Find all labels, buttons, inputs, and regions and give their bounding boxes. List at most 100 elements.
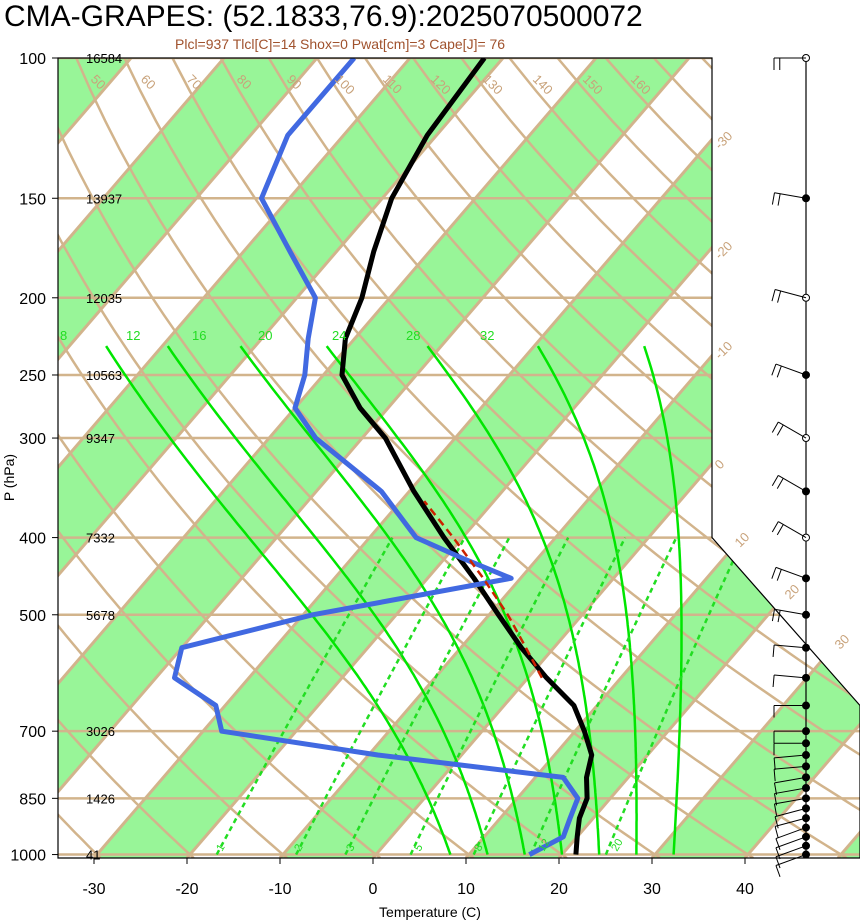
wind-barb-flag [771,421,779,433]
wind-barb-flag [771,521,779,533]
dry-adiabat [171,58,860,858]
temperature-tick-label: 40 [736,881,754,898]
height-label: 9347 [86,431,115,446]
wind-barb-flag [775,847,781,860]
height-label: 12035 [86,291,122,306]
height-label: 10563 [86,368,122,383]
wind-barb-flag [776,424,784,436]
dry-adiabat-label: -30 [712,128,736,152]
dry-adiabat-label: 100 [332,72,358,98]
wind-barb-shaft [778,421,807,439]
mixing-ratio-line [472,537,627,856]
dry-adiabat [58,58,568,858]
wind-barb-shaft [774,776,807,784]
moist-adiabat [239,345,527,855]
isotherm-line [557,58,860,858]
height-label: 1426 [86,791,115,806]
temperature-tick-label: -20 [175,881,198,898]
wind-barb-flag [774,816,779,829]
height-label: 13937 [86,191,122,206]
mixing-ratio-line [604,537,745,856]
mixing-ratio-label: 8 [472,842,485,853]
pressure-tick-label: 300 [19,431,46,448]
dry-adiabat-label: 140 [530,72,556,98]
dry-adiabat-label: -20 [712,238,736,262]
moist-adiabat [426,345,601,855]
wind-barb-flag [777,193,781,206]
dry-adiabat [58,58,288,858]
wind-barb-flag [774,826,779,839]
mixing-ratio-label: 20 [609,837,626,854]
wind-barb-flag [776,569,782,581]
dry-adiabat [219,58,860,858]
dry-adiabat [267,58,860,858]
isotherm-line [58,58,226,858]
pressure-tick-label: 100 [19,51,46,68]
wind-barb-flag [771,609,775,622]
pressure-tick-label: 700 [19,724,46,741]
wind-barb-shaft [774,754,807,759]
wind-barb-shaft [774,644,807,649]
temperature-tick-label: 20 [550,881,568,898]
mixing-ratio-label: 2 [292,842,305,853]
wind-barb-flag [772,644,775,657]
dry-adiabat-label: 20 [782,581,803,602]
mixing-ratio-line [215,536,394,856]
mixing-ratio-line [294,536,466,856]
dry-adiabat [58,58,195,858]
temperature-tick-label: 0 [369,881,378,898]
isotherm-line [58,58,505,858]
temperature-profile [339,58,595,855]
wind-barb-flag [771,475,779,487]
isotherm-band [58,58,503,858]
pressure-tick-label: 1000 [10,848,46,865]
moist-adiabat-label: 8 [60,328,67,343]
isotherm-line [92,58,784,858]
moist-adiabat [643,345,683,855]
wind-barb-flag [771,363,777,376]
wind-barb-shaft [775,836,807,849]
wind-barb-flag [773,793,778,806]
moist-adiabat [105,345,452,855]
pressure-tick-label: 400 [19,531,46,548]
wind-barb-shaft [774,807,807,818]
isotherm-band [58,58,689,858]
wind-barb-flag [775,865,781,877]
isotherm-band [94,58,860,858]
moist-adiabat-label: 24 [332,328,346,343]
moist-adiabat-label: 28 [406,328,420,343]
wind-barb-shaft [774,797,807,805]
dry-adiabat [58,58,381,858]
chart-subtitle: Plcl=937 Tlcl[C]=14 Shox=0 Pwat[cm]=3 Ca… [175,36,506,52]
wind-barb-shaft [774,817,807,827]
temperature-tick-label: -10 [268,881,291,898]
dry-adiabat [58,58,475,858]
dry-adiabat-label: -10 [712,338,736,362]
dry-adiabat [75,58,848,858]
dry-adiabat-label: 30 [832,631,853,652]
wind-barb-flag [773,782,778,795]
y-axis-label: P (hPa) [1,454,17,501]
height-label: 7332 [86,531,115,546]
plot-frame [57,57,860,859]
dry-adiabat-label: 10 [732,529,753,550]
wind-barb-shaft [775,845,807,858]
height-label: 3026 [86,724,115,739]
chart-title: CMA-GRAPES: (52.1833,76.9):2025070500072 [4,0,643,33]
wind-barb-flag [771,289,776,302]
wind-barb-flag [776,524,784,536]
pressure-tick-label: 500 [19,608,46,625]
wind-barb-flag [771,192,775,205]
wind-barb-flag [773,769,776,782]
pressure-tick-label: 250 [19,368,46,385]
temperature-tick-label: 10 [457,881,475,898]
pressure-tick-label: 200 [19,291,46,308]
wind-barb-shaft [774,192,807,199]
wind-barb-flag [773,803,778,816]
isotherm-band [58,58,317,858]
moist-adiabat [536,345,638,855]
wind-barb-flag [777,610,781,623]
height-label: 5678 [86,608,115,623]
dry-adiabat-label: 60 [138,72,159,93]
